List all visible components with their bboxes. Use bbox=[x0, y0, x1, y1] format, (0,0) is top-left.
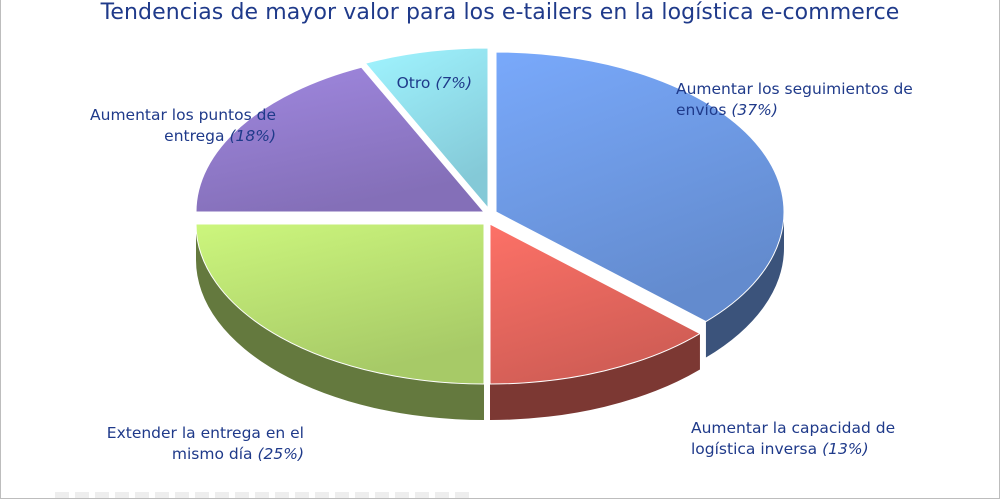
label-line: mismo día bbox=[171, 445, 253, 463]
label-percent: (18%) bbox=[229, 127, 276, 145]
label-line: Aumentar los puntos de bbox=[90, 106, 276, 124]
label-line: Otro bbox=[396, 74, 431, 92]
slice-top-2 bbox=[195, 223, 485, 385]
label-line: Aumentar la capacidad de bbox=[691, 419, 896, 437]
slice-label-entrega-mismo-dia: Extender la entrega en el mismo día (25%) bbox=[60, 423, 304, 465]
slice-side-1 bbox=[490, 333, 700, 420]
slice-top-0 bbox=[495, 51, 785, 323]
label-line: Aumentar los seguimientos de bbox=[676, 80, 913, 98]
label-line: entrega bbox=[164, 127, 225, 145]
slice-side-2 bbox=[196, 224, 484, 420]
label-percent: (37%) bbox=[731, 101, 778, 119]
label-percent: (13%) bbox=[822, 440, 869, 458]
slice-label-otro: Otro (7%) bbox=[360, 73, 472, 94]
slice-top-3 bbox=[195, 66, 486, 213]
slice-side-0 bbox=[705, 212, 784, 358]
label-line: Extender la entrega en el bbox=[106, 424, 304, 442]
label-line: envíos bbox=[676, 101, 727, 119]
label-percent: (7%) bbox=[435, 74, 472, 92]
slice-top-4 bbox=[364, 47, 489, 210]
slice-label-seguimientos: Aumentar los seguimientos de envíos (37%) bbox=[676, 79, 913, 121]
slice-top-1 bbox=[489, 223, 701, 385]
slice-label-logistica-inversa: Aumentar la capacidad de logística invers… bbox=[691, 418, 895, 460]
chart-title: Tendencias de mayor valor para los e-tai… bbox=[100, 0, 900, 25]
label-percent: (25%) bbox=[257, 445, 304, 463]
label-line: logística inversa bbox=[691, 440, 818, 458]
footer-source-faint bbox=[55, 492, 475, 498]
slice-label-puntos-entrega: Aumentar los puntos de entrega (18%) bbox=[40, 105, 276, 147]
